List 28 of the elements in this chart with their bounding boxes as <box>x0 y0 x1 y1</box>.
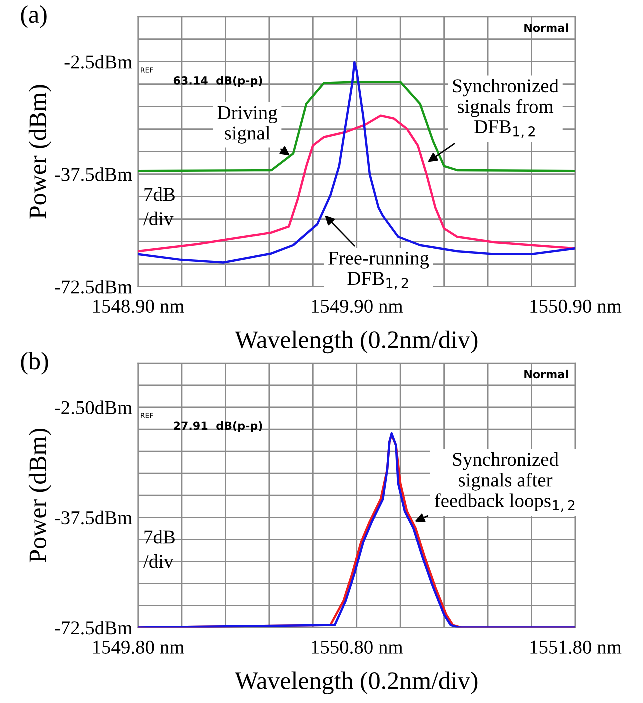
x-tick-label: 1551.80 nm <box>530 640 622 654</box>
x-axis-title: Wavelength (0.2nm/div) <box>235 330 478 354</box>
y-tick-label: -37.5dBm <box>55 168 132 182</box>
y-tick-label: -72.5dBm <box>55 280 132 294</box>
y-tick-label: -2.5dBm <box>64 55 132 69</box>
x-tick-label: 1550.90 nm <box>530 300 622 314</box>
y-tick-label: -2.50dBm <box>55 400 132 415</box>
annotation: 27.91 dB(p-p) <box>174 422 262 432</box>
annotation: Free-running DFB$_{1,2}$ <box>328 252 430 290</box>
annotation: 63.14 dB(p-p) <box>174 76 262 88</box>
annotation: Normal <box>524 370 568 379</box>
annotation: 7dB /div <box>143 530 175 568</box>
x-tick-label: 1549.80 nm <box>94 640 184 654</box>
x-tick-label: 1548.90 nm <box>94 300 184 314</box>
annotation: Driving signal <box>218 106 278 144</box>
y-tick-label: -37.5dBm <box>55 510 132 525</box>
x-axis-title: Wavelength (0.2nm/div) <box>235 672 478 695</box>
y-axis-title: Power (dBm) <box>28 429 52 563</box>
annotation: Synchronized signals after feedback loops$_{1,2}$ <box>434 452 575 512</box>
x-tick-label: 1549.90 nm <box>312 300 404 314</box>
chart-title: (a) <box>21 6 47 28</box>
annotation: 7dB /div <box>143 188 175 226</box>
y-tick-label: -72.5dBm <box>55 621 132 635</box>
chart-title: (b) <box>21 352 48 375</box>
x-tick-label: 1550.80 nm <box>312 640 404 654</box>
y-axis-title: Power (dBm) <box>28 85 52 219</box>
annotation: Normal <box>524 24 568 32</box>
annotation: Synchronized signals from DFB$_{1,2}$ <box>453 78 559 138</box>
